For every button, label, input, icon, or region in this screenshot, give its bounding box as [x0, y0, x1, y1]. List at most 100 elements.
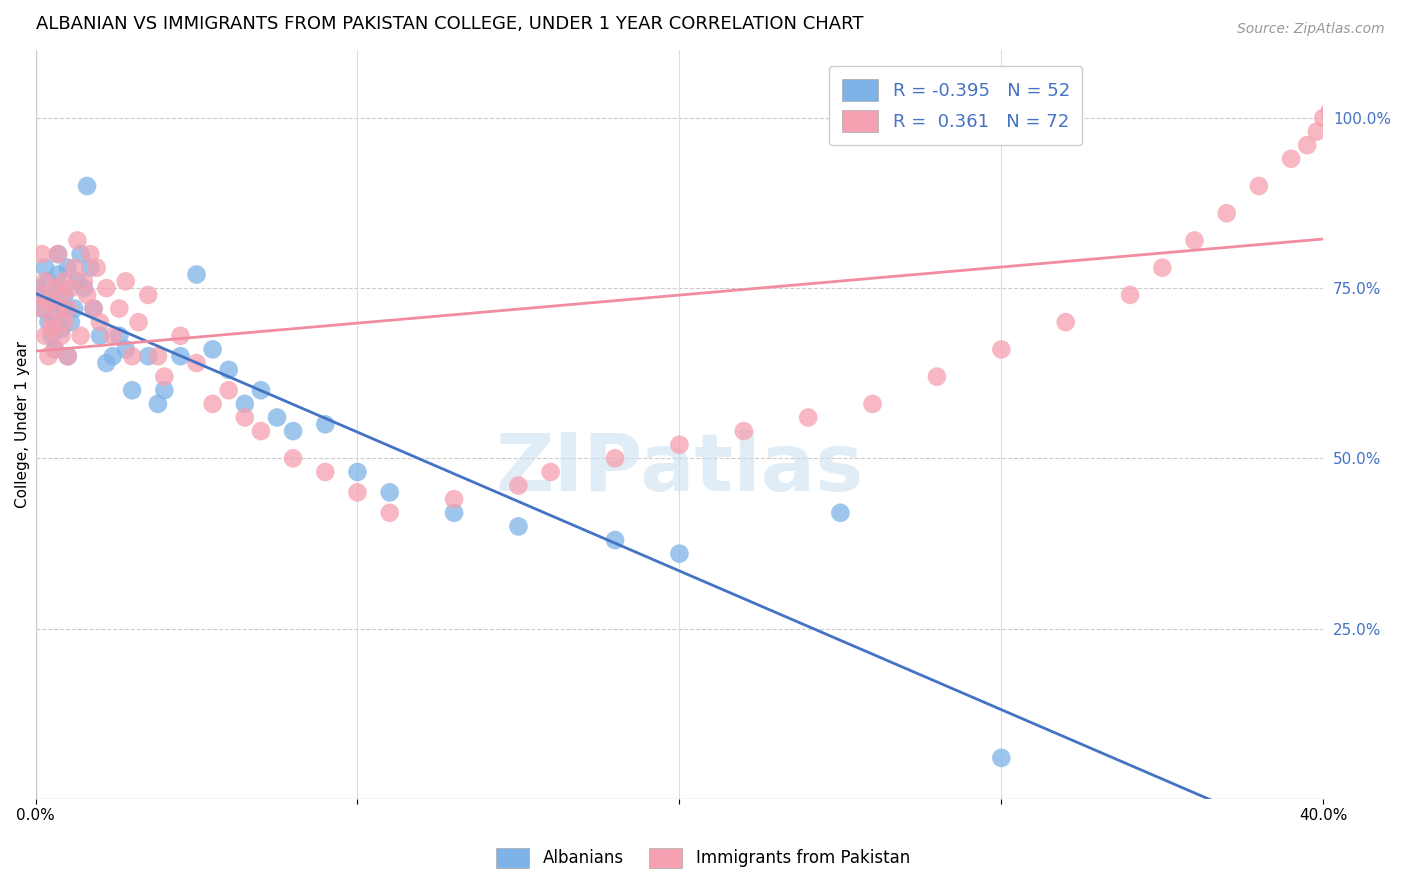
Point	[96, 356, 118, 370]
Point	[508, 519, 530, 533]
Point	[668, 547, 690, 561]
Point	[53, 274, 76, 288]
Point	[37, 315, 59, 329]
Point	[34, 288, 56, 302]
Point	[443, 506, 465, 520]
Text: Source: ZipAtlas.com: Source: ZipAtlas.com	[1237, 22, 1385, 37]
Point	[41, 322, 63, 336]
Point	[56, 301, 79, 316]
Point	[37, 294, 59, 309]
Point	[201, 343, 224, 357]
Point	[34, 274, 56, 288]
Point	[51, 288, 73, 302]
Point	[990, 751, 1012, 765]
Point	[66, 234, 89, 248]
Point	[89, 328, 111, 343]
Point	[41, 294, 63, 309]
Point	[281, 424, 304, 438]
Point	[1054, 315, 1077, 329]
Point	[153, 384, 176, 398]
Point	[603, 451, 626, 466]
Point	[218, 384, 240, 398]
Point	[63, 260, 86, 275]
Point	[169, 328, 191, 343]
Point	[266, 410, 288, 425]
Point	[28, 288, 51, 302]
Point	[862, 397, 884, 411]
Point	[733, 424, 755, 438]
Y-axis label: College, Under 1 year: College, Under 1 year	[15, 341, 30, 508]
Legend: R = -0.395   N = 52, R =  0.361   N = 72: R = -0.395 N = 52, R = 0.361 N = 72	[830, 66, 1083, 145]
Text: ZIPatlas: ZIPatlas	[495, 430, 863, 508]
Point	[1324, 111, 1347, 125]
Point	[121, 349, 143, 363]
Point	[86, 260, 108, 275]
Point	[73, 274, 96, 288]
Point	[59, 315, 82, 329]
Point	[186, 268, 208, 282]
Point	[34, 260, 56, 275]
Point	[508, 478, 530, 492]
Point	[79, 247, 101, 261]
Point	[79, 260, 101, 275]
Point	[56, 260, 79, 275]
Point	[53, 288, 76, 302]
Point	[443, 492, 465, 507]
Point	[128, 315, 150, 329]
Point	[31, 301, 53, 316]
Point	[69, 328, 91, 343]
Point	[218, 363, 240, 377]
Point	[66, 274, 89, 288]
Point	[378, 485, 401, 500]
Point	[69, 247, 91, 261]
Point	[314, 465, 336, 479]
Point	[108, 301, 131, 316]
Point	[668, 438, 690, 452]
Point	[59, 281, 82, 295]
Text: ALBANIAN VS IMMIGRANTS FROM PAKISTAN COLLEGE, UNDER 1 YEAR CORRELATION CHART: ALBANIAN VS IMMIGRANTS FROM PAKISTAN COL…	[35, 15, 863, 33]
Point	[89, 315, 111, 329]
Point	[46, 247, 69, 261]
Point	[1119, 288, 1142, 302]
Point	[925, 369, 948, 384]
Point	[1247, 179, 1270, 194]
Point	[136, 288, 159, 302]
Legend: Albanians, Immigrants from Pakistan: Albanians, Immigrants from Pakistan	[489, 841, 917, 875]
Point	[37, 274, 59, 288]
Point	[830, 506, 852, 520]
Point	[51, 328, 73, 343]
Point	[346, 485, 368, 500]
Point	[53, 315, 76, 329]
Point	[83, 301, 105, 316]
Point	[44, 343, 66, 357]
Point	[186, 356, 208, 370]
Point	[108, 328, 131, 343]
Point	[346, 465, 368, 479]
Point	[250, 384, 273, 398]
Point	[56, 349, 79, 363]
Point	[101, 349, 124, 363]
Point	[1337, 124, 1360, 138]
Point	[37, 349, 59, 363]
Point	[46, 301, 69, 316]
Point	[51, 322, 73, 336]
Point	[233, 410, 256, 425]
Point	[540, 465, 562, 479]
Point	[990, 343, 1012, 357]
Point	[41, 328, 63, 343]
Point	[63, 301, 86, 316]
Point	[1306, 124, 1329, 138]
Point	[121, 384, 143, 398]
Point	[101, 328, 124, 343]
Point	[1319, 104, 1341, 119]
Point	[281, 451, 304, 466]
Point	[41, 315, 63, 329]
Point	[46, 268, 69, 282]
Point	[603, 533, 626, 547]
Point	[233, 397, 256, 411]
Point	[51, 281, 73, 295]
Point	[1184, 234, 1206, 248]
Point	[44, 309, 66, 323]
Point	[1312, 111, 1334, 125]
Point	[73, 281, 96, 295]
